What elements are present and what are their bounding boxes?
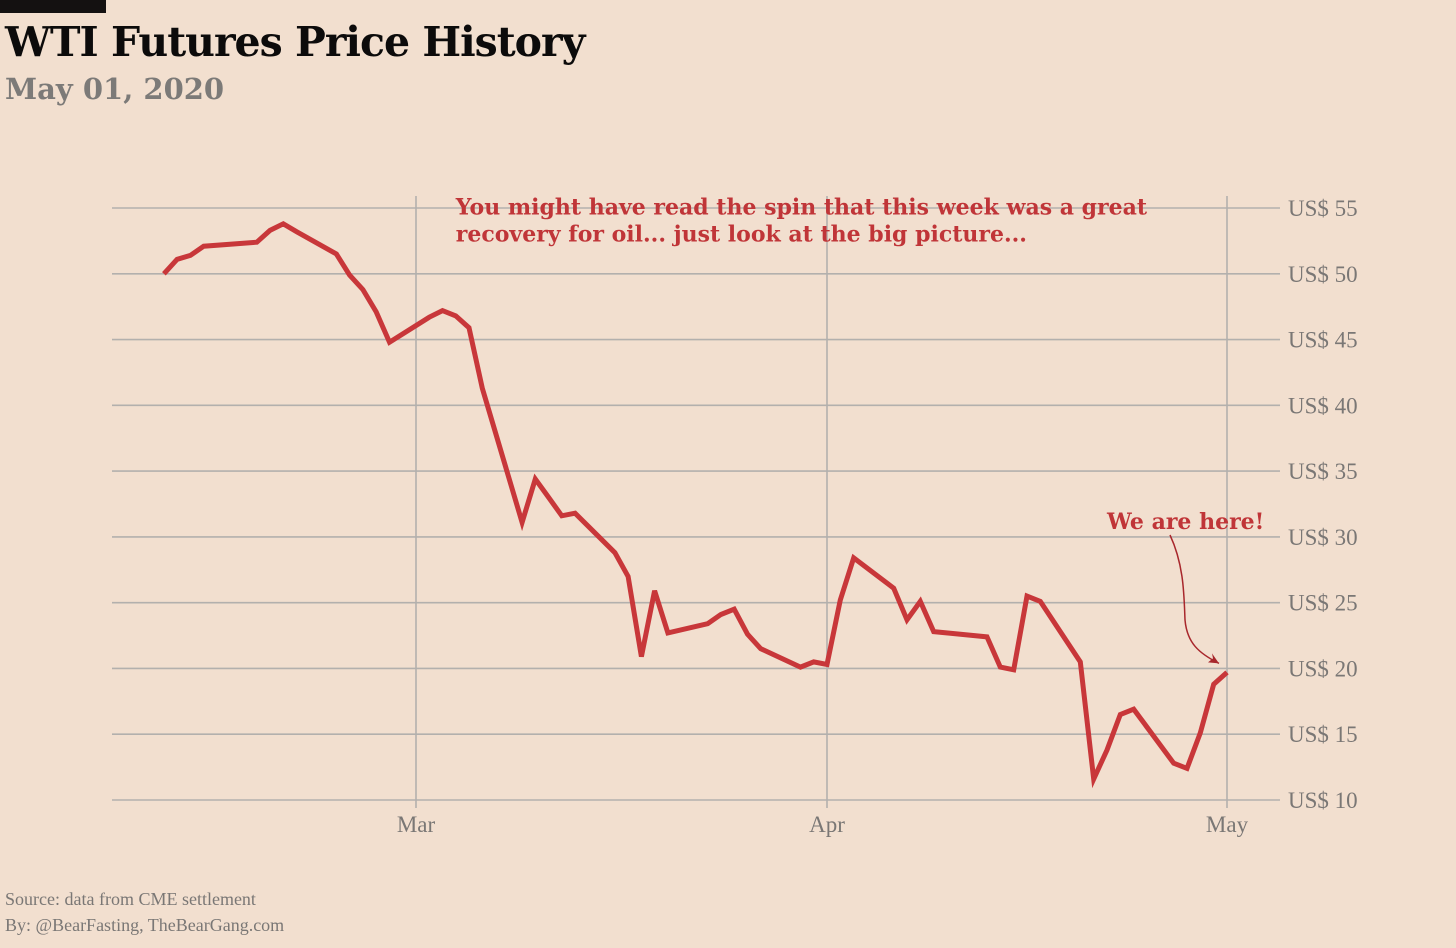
y-tick-label: US$ 25: [1288, 591, 1358, 616]
x-axis-tick-labels: Mar Apr May: [397, 812, 1249, 837]
chart-title: WTI Futures Price History: [5, 18, 585, 66]
y-axis-tick-labels: US$ 10 US$ 15 US$ 20 US$ 25 US$ 30 US$ 35 US$ …: [1288, 196, 1358, 813]
chart-subtitle: May 01, 2020: [5, 72, 225, 106]
y-tick-label: US$ 30: [1288, 525, 1358, 550]
arrowhead-icon: [1208, 653, 1219, 664]
x-tick-label: May: [1206, 812, 1249, 837]
y-tick-label: US$ 45: [1288, 328, 1358, 353]
price-series-line: [162, 220, 1229, 789]
y-tick-label: US$ 55: [1288, 196, 1358, 221]
annotation-arrow: [1169, 534, 1220, 665]
price-series-points: [164, 224, 1227, 779]
y-tick-label: US$ 10: [1288, 788, 1358, 813]
annotation-spin-line: You might have read the spin that this w…: [455, 195, 1148, 221]
vertical-gridlines: [415, 196, 1228, 808]
y-tick-label: US$ 35: [1288, 459, 1358, 484]
annotations: You might have read the spin that this w…: [455, 195, 1264, 665]
horizontal-gridlines: [112, 207, 1280, 801]
y-tick-label: US$ 50: [1288, 262, 1358, 287]
x-tick-label: Mar: [397, 812, 436, 837]
annotation-here-line: We are here!: [1106, 509, 1264, 535]
source-note: Source: data from CME settlement: [5, 889, 256, 909]
x-tick-label: Apr: [809, 812, 845, 837]
y-tick-label: US$ 20: [1288, 656, 1358, 681]
byline: By: @BearFasting, TheBearGang.com: [5, 915, 285, 935]
y-tick-label: US$ 40: [1288, 393, 1358, 418]
top-accent-bar: [0, 0, 106, 13]
annotation-spin-line: recovery for oil... just look at the big…: [456, 222, 1027, 248]
y-tick-label: US$ 15: [1288, 722, 1358, 747]
